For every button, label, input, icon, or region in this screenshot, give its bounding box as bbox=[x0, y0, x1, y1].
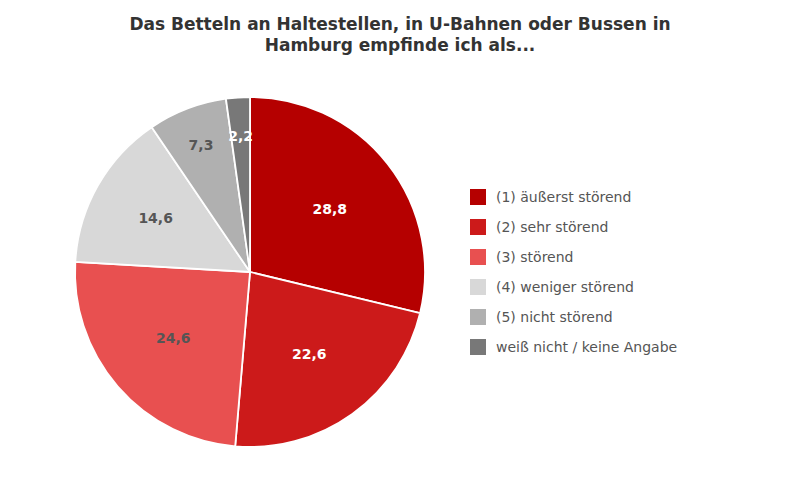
legend-swatch bbox=[470, 189, 486, 205]
legend-label: (1) äußerst störend bbox=[496, 189, 631, 205]
data-label: 24,6 bbox=[156, 330, 191, 346]
chart: Das Betteln an Haltestellen, in U-Bahnen… bbox=[0, 0, 800, 478]
pie-slice bbox=[75, 262, 250, 447]
data-labels: 28,8 22,6 24,6 14,6 7,3 2,2 bbox=[138, 128, 347, 363]
legend-swatch bbox=[470, 279, 486, 295]
legend-label: (2) sehr störend bbox=[496, 219, 608, 235]
legend-item: (4) weniger störend bbox=[470, 279, 634, 295]
title-line: Hamburg empfinde ich als... bbox=[265, 35, 536, 55]
legend-item: (2) sehr störend bbox=[470, 219, 608, 235]
legend-item: (1) äußerst störend bbox=[470, 189, 631, 205]
data-label: 14,6 bbox=[138, 210, 173, 226]
legend-swatch bbox=[470, 249, 486, 265]
legend-label: (3) störend bbox=[496, 249, 573, 265]
legend-item: (3) störend bbox=[470, 249, 573, 265]
legend-swatch bbox=[470, 219, 486, 235]
legend-item: weiß nicht / keine Angabe bbox=[470, 339, 677, 355]
legend: (1) äußerst störend (2) sehr störend (3) s… bbox=[470, 189, 677, 355]
data-label: 28,8 bbox=[312, 201, 347, 217]
legend-label: (5) nicht störend bbox=[496, 309, 613, 325]
data-label: 7,3 bbox=[189, 137, 214, 153]
data-label: 22,6 bbox=[292, 346, 327, 362]
pie-slice bbox=[226, 97, 250, 272]
title-line: Das Betteln an Haltestellen, in U-Bahnen… bbox=[129, 14, 670, 34]
legend-swatch bbox=[470, 339, 486, 355]
data-label: 2,2 bbox=[228, 128, 253, 144]
pie-slice bbox=[235, 272, 420, 447]
legend-label: weiß nicht / keine Angabe bbox=[496, 339, 677, 355]
pie bbox=[75, 97, 425, 447]
legend-swatch bbox=[470, 309, 486, 325]
legend-item: (5) nicht störend bbox=[470, 309, 613, 325]
title: Das Betteln an Haltestellen, in U-Bahnen… bbox=[129, 14, 670, 55]
legend-label: (4) weniger störend bbox=[496, 279, 634, 295]
